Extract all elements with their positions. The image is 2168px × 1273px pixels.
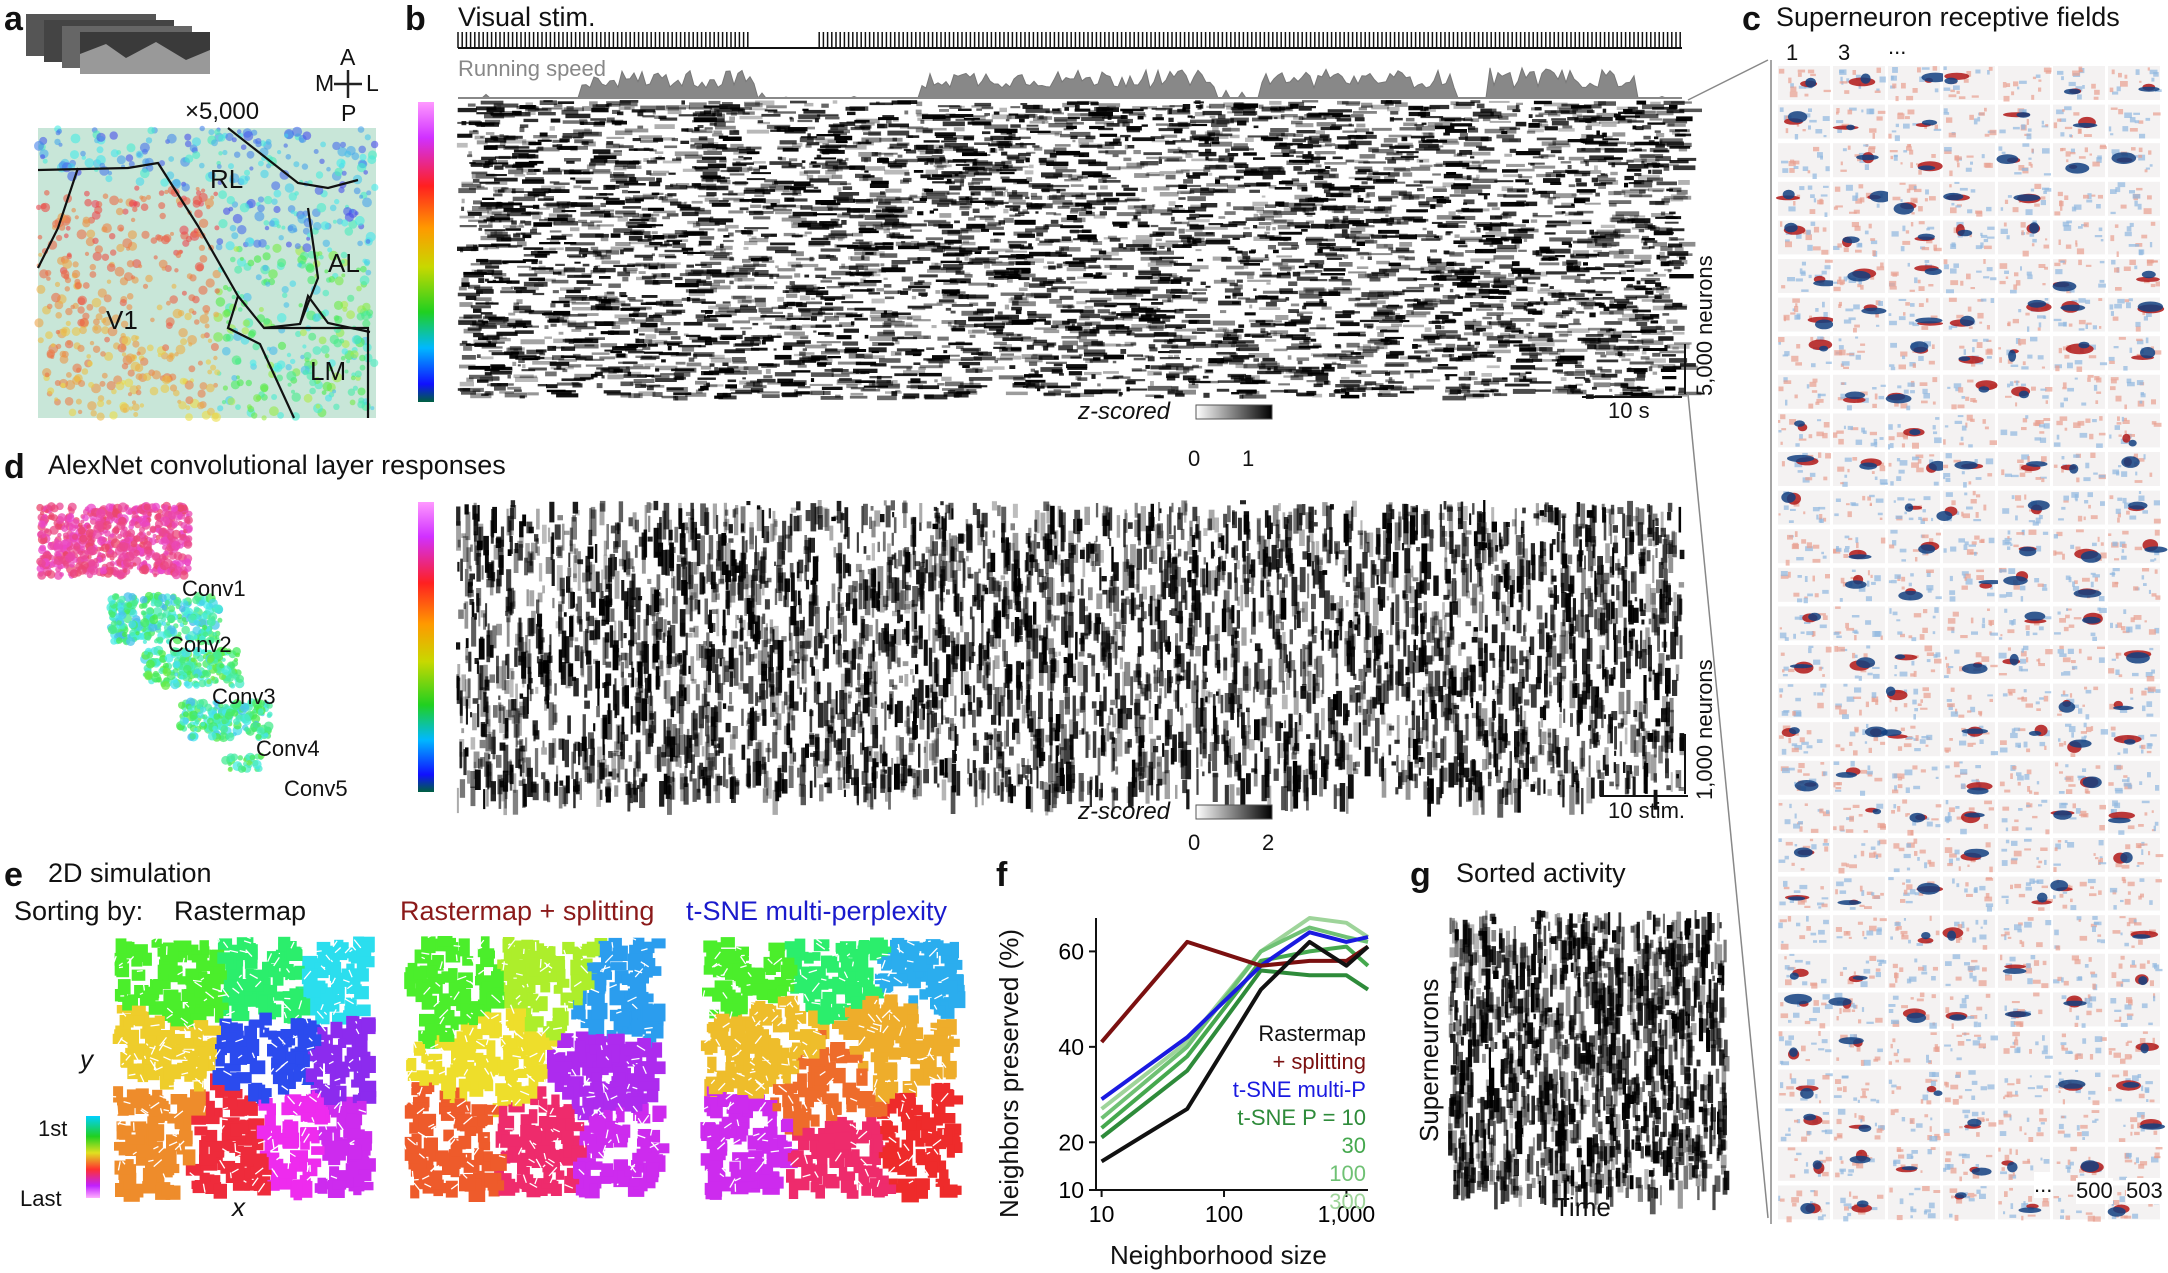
series-line [1100, 930, 1369, 1101]
neurons-scalebar-d [1684, 734, 1686, 794]
rf-frame [1770, 60, 1772, 1224]
simulation-map-splitting [399, 929, 670, 1202]
compass-a: A [340, 44, 356, 70]
panel-g-title: Sorted activity [1456, 858, 1626, 888]
zscore-label-b: z-scored [1078, 398, 1171, 425]
legend-entry: t-SNE P = 10 [1237, 1105, 1366, 1130]
x-tick-label: 1,000 [1318, 1201, 1376, 1227]
rf-index-1: 1 [1786, 40, 1799, 65]
y-tick-label: 20 [1058, 1129, 1084, 1155]
running-speed-label: Running speed [458, 56, 607, 81]
visual-stim-ticks [457, 32, 1682, 49]
raster-g-ylabel: Superneurons [1414, 978, 1444, 1142]
compass-cross-icon [334, 70, 362, 98]
sorting-by-label: Sorting by: [14, 896, 144, 926]
neuron-colorbar-d [418, 502, 434, 792]
compass-m: M [315, 70, 335, 96]
time-scalebar-b [1582, 396, 1682, 398]
legend-entry: + splitting [1272, 1049, 1366, 1074]
series-line [1100, 944, 1370, 1130]
zscore-max-b: 1 [1242, 446, 1255, 471]
area-label-v1: V1 [106, 305, 138, 335]
layer-label-conv4: Conv4 [256, 736, 320, 761]
time-scalebar-label-b: 10 s [1608, 398, 1650, 423]
legend-entry: 30 [1342, 1133, 1366, 1158]
panel-b-title: Visual stim. [458, 2, 596, 32]
zscore-max-d: 2 [1262, 830, 1275, 855]
chart-ylabel: Neighbors preserved (%) [994, 928, 1024, 1218]
zscore-min-d: 0 [1188, 830, 1201, 855]
rf-index-503: 503 [2126, 1178, 2163, 1204]
legend-entry: 300 [1329, 1189, 1366, 1214]
legend-entry: t-SNE multi-P [1233, 1077, 1366, 1102]
receptive-field-grid [1775, 66, 2168, 1223]
compass-l: L [366, 70, 379, 96]
rf-index-3: 3 [1838, 40, 1851, 65]
panel-label-e: e [4, 856, 23, 894]
panel-label-g: g [1410, 856, 1431, 894]
order-colorbar-e [86, 1116, 100, 1198]
rf-bottom-ellipsis: ... [2034, 1172, 2053, 1198]
neurons-scalebar-b [1684, 344, 1686, 394]
panel-label-a: a [4, 0, 23, 38]
stim-scalebar-label-d: 10 stim. [1608, 798, 1686, 823]
legend-entry: 100 [1329, 1161, 1366, 1186]
x-tick-label: 100 [1205, 1201, 1243, 1227]
simulation-map-tsne [696, 927, 966, 1203]
series-line [1100, 925, 1369, 1120]
panel-label-f: f [996, 856, 1008, 894]
layer-label-conv5: Conv5 [284, 776, 348, 801]
alexnet-layer-embeddings [36, 501, 274, 773]
zoom-connector-lines [1687, 59, 1769, 1219]
neuron-colorbar-b [418, 102, 434, 402]
panel-label-d: d [4, 448, 25, 486]
frame-stack-image [26, 14, 210, 74]
method-label-rastermap: Rastermap [174, 896, 307, 926]
series-line [1100, 916, 1370, 1111]
neurons-label-d: 1,000 neurons [1692, 659, 1717, 800]
raster-g-xlabel: Time [1554, 1192, 1611, 1222]
area-label-al: AL [328, 248, 360, 278]
series-line [1100, 968, 1370, 1140]
layer-label-conv2: Conv2 [168, 632, 232, 657]
y-tick-label: 10 [1058, 1177, 1084, 1203]
method-label-tsne: t-SNE multi-perplexity [686, 896, 948, 926]
panel-label-b: b [405, 0, 426, 38]
simulation-map-rastermap [107, 930, 377, 1202]
neural-raster-b [456, 100, 1702, 401]
y-tick-label: 40 [1058, 1034, 1084, 1060]
multiplier-label: ×5,000 [185, 98, 260, 125]
layer-label-conv3: Conv3 [212, 684, 276, 709]
area-label-lm: LM [310, 356, 347, 386]
x-tick-label: 10 [1089, 1201, 1115, 1227]
order-colorbar-top: 1st [38, 1116, 68, 1141]
panel-c-title: Superneuron receptive fields [1776, 2, 2120, 32]
series-line [1100, 939, 1370, 1164]
sim-xlabel: x [232, 1192, 245, 1222]
legend-entry: Rastermap [1258, 1021, 1366, 1046]
layer-label-conv1: Conv1 [182, 576, 246, 601]
panel-d-title: AlexNet convolutional layer responses [48, 450, 506, 480]
compass-p: P [341, 100, 357, 126]
order-colorbar-bottom: Last [20, 1186, 62, 1211]
zscore-min-b: 0 [1188, 446, 1201, 471]
cortex-area-map [34, 125, 379, 423]
zscore-colorbar-b [1195, 404, 1273, 420]
zscore-label-d: z-scored [1078, 798, 1171, 825]
zscore-colorbar-d [1195, 804, 1273, 820]
panel-label-c: c [1742, 0, 1761, 38]
y-tick-label: 60 [1058, 938, 1084, 964]
neighbors-preserved-chart: 10 20 40 60 10 100 1,000 Rastermap + splitting t-… [1058, 916, 1376, 1227]
sim-ylabel: y [80, 1044, 93, 1074]
stim-scalebar-d [1600, 795, 1688, 797]
area-label-rl: RL [210, 164, 244, 194]
running-speed-trace [458, 66, 1682, 100]
alexnet-raster-d [456, 500, 1685, 818]
method-label-splitting: Rastermap + splitting [400, 896, 655, 926]
panel-e-title: 2D simulation [48, 858, 212, 888]
chart-xlabel: Neighborhood size [1110, 1240, 1327, 1270]
superneuron-raster-g [1448, 910, 1730, 1215]
rf-index-500: 500 [2076, 1178, 2113, 1204]
rf-index-ellipsis: ... [1888, 34, 1907, 59]
